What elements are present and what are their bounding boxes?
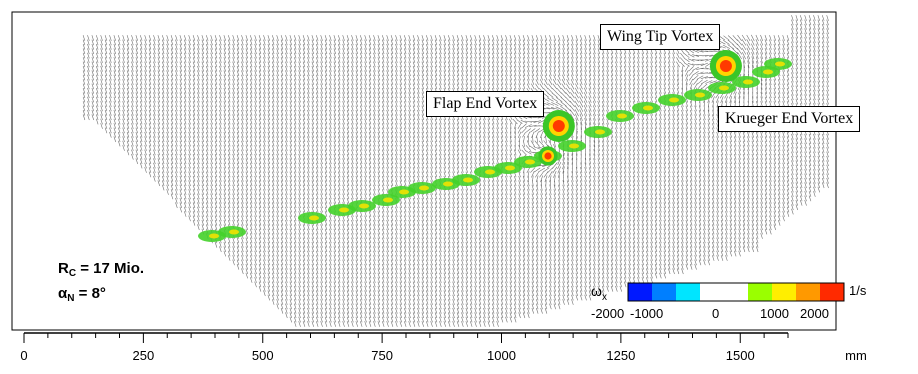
vorticity-core bbox=[359, 203, 369, 209]
x-tick-label: 1500 bbox=[725, 348, 755, 363]
vorticity-core bbox=[209, 233, 219, 239]
vorticity-core bbox=[763, 69, 773, 75]
vorticity-core bbox=[229, 229, 239, 235]
vorticity-core bbox=[669, 97, 679, 103]
vorticity-core bbox=[695, 92, 705, 98]
x-tick-label: 1000 bbox=[487, 348, 516, 363]
vortex-core bbox=[544, 152, 552, 160]
vorticity-core bbox=[505, 165, 515, 171]
vorticity-core bbox=[485, 169, 495, 175]
x-tick-label: 1250 bbox=[606, 348, 636, 363]
reynolds-symbol: R bbox=[58, 260, 69, 277]
omega-symbol: ω bbox=[591, 283, 602, 299]
x-axis bbox=[23, 332, 789, 343]
colorbar-variable-label: ωx bbox=[591, 283, 607, 303]
colorbar-frame bbox=[627, 282, 845, 302]
colorbar-swatch bbox=[628, 283, 653, 301]
alpha-value: = 8° bbox=[74, 285, 106, 302]
reynolds-value: = 17 Mio. bbox=[76, 260, 145, 277]
x-tick-label: 0 bbox=[20, 348, 28, 363]
x-axis-unit: mm bbox=[845, 348, 867, 363]
wing-tip-vortex-label: Wing Tip Vortex bbox=[600, 24, 721, 50]
vorticity-core bbox=[743, 79, 753, 85]
vector-arrows bbox=[82, 15, 829, 327]
colorbar-tick-1000: 1000 bbox=[760, 306, 789, 321]
reynolds-number-label: RC = 17 Mio. bbox=[58, 260, 144, 279]
vorticity-core bbox=[525, 159, 535, 165]
colorbar-unit-label: 1/s bbox=[849, 283, 867, 298]
vorticity-core bbox=[463, 177, 473, 183]
colorbar-swatch bbox=[820, 283, 845, 301]
alpha-symbol: α bbox=[58, 285, 68, 302]
colorbar-tick-zero: 0 bbox=[712, 306, 720, 321]
vorticity-core bbox=[383, 197, 393, 203]
vortex-core bbox=[552, 120, 565, 132]
colorbar-swatch bbox=[796, 283, 821, 301]
colorbar-gradient bbox=[627, 282, 845, 302]
colorbar-tick-2000: 2000 bbox=[800, 306, 829, 321]
colorbar-tick-neg1000: -1000 bbox=[630, 306, 664, 321]
reynolds-subscript: C bbox=[68, 268, 77, 279]
colorbar-swatch bbox=[748, 283, 773, 301]
vorticity-core bbox=[309, 215, 319, 221]
krueger-end-vortex-label: Krueger End Vortex bbox=[718, 106, 861, 132]
vorticity-core bbox=[569, 143, 579, 149]
colorbar-swatch bbox=[700, 283, 725, 301]
vorticity-core bbox=[775, 61, 785, 67]
vorticity-core bbox=[643, 105, 653, 111]
vorticity-core bbox=[617, 113, 627, 119]
vorticity-core bbox=[719, 85, 729, 91]
vorticity-core bbox=[399, 189, 409, 195]
x-tick-label: 750 bbox=[371, 348, 393, 363]
vorticity-core bbox=[443, 181, 453, 187]
alpha-subscript: N bbox=[67, 293, 75, 304]
colorbar-tick-neg2000: -2000 bbox=[591, 306, 625, 321]
colorbar-swatch bbox=[652, 283, 677, 301]
colorbar-swatch bbox=[724, 283, 749, 301]
colorbar-swatch bbox=[676, 283, 701, 301]
velocity-vectors bbox=[82, 15, 829, 327]
vorticity-core bbox=[339, 207, 349, 213]
vortex-core bbox=[719, 60, 732, 72]
omega-subscript: x bbox=[601, 291, 607, 303]
x-tick-label: 500 bbox=[251, 348, 274, 363]
vorticity-core bbox=[419, 185, 429, 191]
colorbar-swatch bbox=[772, 283, 797, 301]
vorticity-core bbox=[595, 129, 605, 135]
vorticity-contours bbox=[198, 50, 792, 242]
angle-of-attack-label: αN = 8° bbox=[58, 285, 106, 304]
flap-end-vortex-label: Flap End Vortex bbox=[426, 91, 545, 117]
x-tick-label: 250 bbox=[132, 348, 155, 363]
